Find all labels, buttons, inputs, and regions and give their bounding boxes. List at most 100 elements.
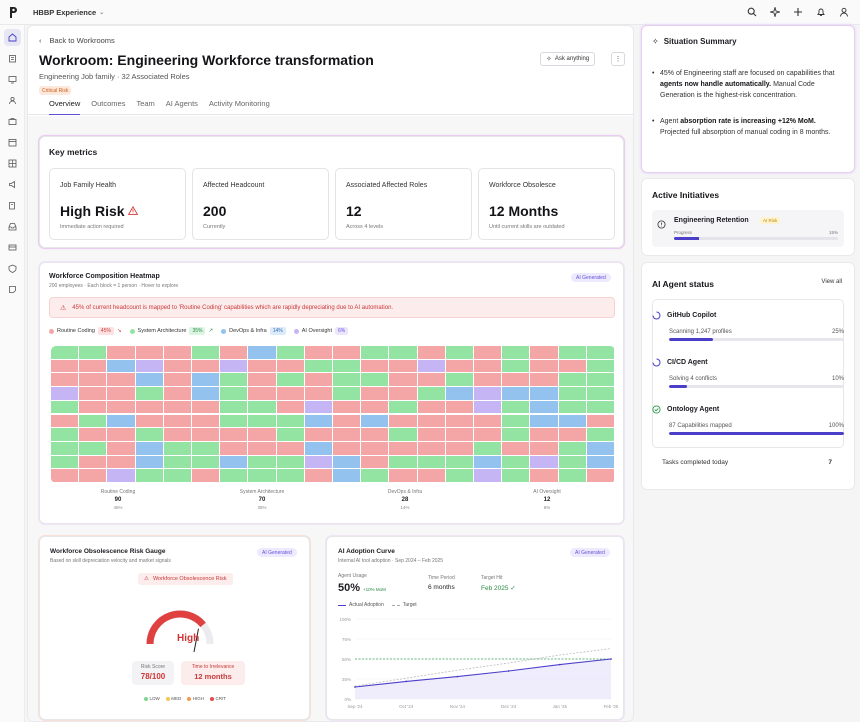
tab-team[interactable]: Team [136, 99, 155, 108]
heatmap-cell[interactable] [586, 359, 614, 373]
calendar-icon[interactable] [4, 134, 21, 151]
heatmap-cell[interactable] [445, 400, 473, 414]
heatmap-cell[interactable] [530, 387, 558, 400]
heatmap-cell[interactable] [333, 359, 361, 373]
back-link[interactable]: ‹ Back to Workrooms [39, 36, 115, 45]
heatmap-cell[interactable] [304, 400, 332, 414]
heatmap-cell[interactable] [79, 400, 107, 414]
heatmap-cell[interactable] [276, 414, 304, 428]
heatmap-cell[interactable] [445, 373, 473, 387]
heatmap-cell[interactable] [220, 373, 248, 387]
initiative-item[interactable]: Engineering Retention AI Risk Progress 1… [652, 210, 844, 247]
heatmap-cell[interactable] [417, 428, 445, 441]
heatmap-cell[interactable] [389, 373, 417, 387]
heatmap-cell[interactable] [192, 387, 220, 400]
heatmap-cell[interactable] [333, 455, 361, 469]
heatmap-cell[interactable] [502, 346, 530, 359]
heatmap-cell[interactable] [361, 387, 389, 400]
heatmap-cell[interactable] [558, 455, 586, 469]
building-icon[interactable] [4, 50, 21, 67]
heatmap-cell[interactable] [530, 346, 558, 359]
heatmap-cell[interactable] [304, 346, 332, 359]
heatmap-cell[interactable] [474, 373, 502, 387]
heatmap-cell[interactable] [502, 428, 530, 441]
heatmap-cell[interactable] [248, 359, 276, 373]
legend-ai-oversight[interactable]: AI Oversight 6% [293, 327, 349, 335]
heatmap-cell[interactable] [107, 441, 135, 455]
heatmap-cell[interactable] [558, 414, 586, 428]
heatmap-cell[interactable] [558, 346, 586, 359]
people-icon[interactable] [4, 92, 21, 109]
heatmap-cell[interactable] [304, 387, 332, 400]
heatmap-cell[interactable] [417, 359, 445, 373]
heatmap-cell[interactable] [361, 346, 389, 359]
app-logo[interactable] [0, 0, 25, 25]
heatmap-cell[interactable] [333, 346, 361, 359]
megaphone-icon[interactable] [4, 176, 21, 193]
heatmap-cell[interactable] [474, 414, 502, 428]
tab-ai-agents[interactable]: AI Agents [165, 99, 198, 108]
heatmap-cell[interactable] [417, 455, 445, 469]
heatmap-cell[interactable] [474, 469, 502, 482]
heatmap-cell[interactable] [530, 414, 558, 428]
heatmap-cell[interactable] [586, 469, 614, 482]
heatmap-cell[interactable] [502, 469, 530, 482]
heatmap-cell[interactable] [502, 387, 530, 400]
heatmap-cell[interactable] [220, 441, 248, 455]
heatmap-cell[interactable] [135, 455, 163, 469]
heatmap-cell[interactable] [417, 373, 445, 387]
heatmap-cell[interactable] [107, 400, 135, 414]
heatmap-cell[interactable] [586, 373, 614, 387]
heatmap-cell[interactable] [445, 469, 473, 482]
heatmap-cell[interactable] [163, 455, 191, 469]
tab-activity-monitoring[interactable]: Activity Monitoring [208, 99, 270, 108]
heatmap-cell[interactable] [248, 387, 276, 400]
heatmap-cell[interactable] [276, 455, 304, 469]
heatmap-cell[interactable] [248, 400, 276, 414]
heatmap-cell[interactable] [304, 469, 332, 482]
heatmap-cell[interactable] [333, 387, 361, 400]
heatmap-cell[interactable] [220, 455, 248, 469]
heatmap-cell[interactable] [445, 441, 473, 455]
heatmap-cell[interactable] [107, 387, 135, 400]
heatmap-cell[interactable] [135, 414, 163, 428]
legend-system-architecture[interactable]: System Architecture 35% ↗ [129, 327, 213, 335]
heatmap-cell[interactable] [530, 441, 558, 455]
heatmap-cell[interactable] [276, 428, 304, 441]
heatmap-cell[interactable] [558, 469, 586, 482]
heatmap-cell[interactable] [135, 387, 163, 400]
heatmap-cell[interactable] [107, 373, 135, 387]
heatmap-cell[interactable] [135, 346, 163, 359]
heatmap-cell[interactable] [502, 414, 530, 428]
heatmap-cell[interactable] [558, 373, 586, 387]
heatmap-cell[interactable] [361, 414, 389, 428]
heatmap-cell[interactable] [79, 359, 107, 373]
agent-github-copilot[interactable]: GitHub Copilot Scanning 1,247 profiles 25… [652, 311, 844, 341]
heatmap-cell[interactable] [474, 387, 502, 400]
heatmap-cell[interactable] [333, 469, 361, 482]
workspace-switcher[interactable]: HBBP Experience ⌄ [33, 8, 104, 17]
heatmap-cell[interactable] [530, 428, 558, 441]
heatmap-cell[interactable] [445, 359, 473, 373]
card-icon[interactable] [4, 239, 21, 256]
heatmap-cell[interactable] [107, 428, 135, 441]
heatmap-cell[interactable] [304, 373, 332, 387]
heatmap-cell[interactable] [192, 469, 220, 482]
heatmap-cell[interactable] [304, 455, 332, 469]
heatmap-cell[interactable] [474, 400, 502, 414]
metric-affected-headcount[interactable]: Affected Headcount 200 Currently [192, 168, 329, 240]
heatmap-cell[interactable] [163, 400, 191, 414]
heatmap-cell[interactable] [248, 373, 276, 387]
heatmap-cell[interactable] [192, 428, 220, 441]
heatmap-cell[interactable] [79, 373, 107, 387]
metric-workforce-obsolesce[interactable]: Workforce Obsolesce 12 Months Until curr… [478, 168, 615, 240]
heatmap-cell[interactable] [558, 387, 586, 400]
heatmap-cell[interactable] [558, 359, 586, 373]
heatmap-cell[interactable] [220, 414, 248, 428]
view-all-link[interactable]: View all [821, 279, 842, 285]
bell-icon[interactable] [815, 6, 827, 18]
tab-overview[interactable]: Overview [49, 98, 81, 115]
monitor-icon[interactable] [4, 71, 21, 88]
heatmap-cell[interactable] [163, 346, 191, 359]
heatmap-cell[interactable] [474, 455, 502, 469]
